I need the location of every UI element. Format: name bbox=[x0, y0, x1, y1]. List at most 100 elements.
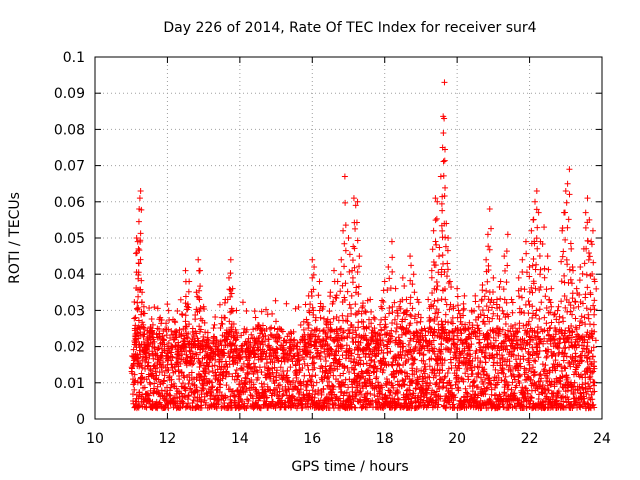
data-point bbox=[405, 396, 412, 403]
data-point bbox=[136, 347, 143, 354]
data-point bbox=[258, 326, 265, 333]
data-point bbox=[427, 380, 434, 387]
data-point bbox=[461, 401, 468, 408]
data-point bbox=[259, 322, 266, 329]
data-point bbox=[455, 385, 462, 392]
data-point bbox=[383, 376, 390, 383]
data-point bbox=[464, 352, 471, 359]
data-point bbox=[368, 356, 375, 363]
data-point bbox=[376, 331, 383, 338]
data-point bbox=[460, 378, 467, 385]
data-point bbox=[367, 390, 374, 397]
data-point bbox=[284, 374, 291, 381]
data-point bbox=[310, 360, 317, 367]
data-point bbox=[248, 331, 255, 338]
data-point bbox=[295, 304, 302, 311]
data-point bbox=[138, 370, 145, 377]
data-point bbox=[246, 360, 253, 367]
data-point bbox=[263, 374, 270, 381]
data-point bbox=[381, 324, 388, 331]
data-point bbox=[480, 380, 487, 387]
data-point bbox=[245, 397, 252, 404]
data-point bbox=[448, 345, 455, 352]
data-point bbox=[476, 330, 483, 337]
data-point bbox=[273, 367, 280, 374]
data-point bbox=[258, 369, 265, 376]
data-point bbox=[492, 366, 499, 373]
data-point bbox=[373, 374, 380, 381]
data-point bbox=[481, 366, 488, 373]
data-point bbox=[217, 381, 224, 388]
data-point bbox=[284, 367, 291, 374]
data-point bbox=[252, 363, 259, 370]
data-point bbox=[250, 326, 257, 333]
data-point bbox=[407, 300, 414, 307]
data-point bbox=[292, 383, 299, 390]
data-point bbox=[270, 387, 277, 394]
data-point bbox=[202, 370, 209, 377]
data-point bbox=[411, 356, 418, 363]
data-point bbox=[465, 376, 472, 383]
data-point bbox=[334, 366, 341, 373]
data-point bbox=[394, 388, 401, 395]
y-tick-label: 0.07 bbox=[54, 159, 85, 175]
data-point bbox=[371, 392, 378, 399]
data-point bbox=[504, 386, 511, 393]
data-point bbox=[244, 371, 251, 378]
data-point bbox=[364, 395, 371, 402]
data-point bbox=[304, 381, 311, 388]
data-point bbox=[163, 332, 170, 339]
data-point bbox=[453, 346, 460, 353]
data-point bbox=[462, 385, 469, 392]
data-point bbox=[312, 372, 319, 379]
data-point bbox=[497, 393, 504, 400]
data-point bbox=[465, 326, 472, 333]
data-point bbox=[304, 400, 311, 407]
data-point bbox=[456, 310, 463, 317]
data-point bbox=[449, 385, 456, 392]
data-point bbox=[156, 325, 163, 332]
data-point bbox=[472, 391, 479, 398]
data-point bbox=[273, 345, 280, 352]
data-point bbox=[469, 367, 476, 374]
data-point bbox=[382, 323, 389, 330]
data-point bbox=[296, 389, 303, 396]
data-point bbox=[223, 382, 230, 389]
data-point bbox=[190, 397, 197, 404]
data-point bbox=[456, 365, 463, 372]
data-point bbox=[272, 318, 279, 325]
data-point bbox=[436, 370, 443, 377]
data-point bbox=[174, 359, 181, 366]
data-point bbox=[411, 347, 418, 354]
data-point bbox=[241, 325, 248, 332]
data-point bbox=[491, 342, 498, 349]
data-point bbox=[413, 366, 420, 373]
data-point bbox=[156, 391, 163, 398]
data-point bbox=[239, 384, 246, 391]
data-point bbox=[430, 329, 437, 336]
data-point bbox=[258, 308, 265, 315]
data-point bbox=[311, 391, 318, 398]
data-point bbox=[353, 384, 360, 391]
data-point bbox=[242, 389, 249, 396]
data-point bbox=[196, 359, 203, 366]
y-tick-label: 0.01 bbox=[54, 376, 85, 392]
data-point bbox=[266, 386, 273, 393]
data-point bbox=[469, 371, 476, 378]
data-point bbox=[146, 305, 153, 312]
data-point bbox=[299, 404, 306, 411]
data-point bbox=[177, 296, 184, 303]
data-point bbox=[366, 401, 373, 408]
data-point bbox=[442, 373, 449, 380]
data-point bbox=[149, 348, 156, 355]
data-point bbox=[256, 404, 263, 411]
data-point bbox=[159, 369, 166, 376]
data-point bbox=[342, 376, 349, 383]
data-point bbox=[365, 366, 372, 373]
data-point bbox=[262, 338, 269, 345]
data-point bbox=[264, 383, 271, 390]
data-point bbox=[233, 367, 240, 374]
data-point bbox=[273, 377, 280, 384]
data-point bbox=[445, 365, 452, 372]
data-point bbox=[146, 392, 153, 399]
